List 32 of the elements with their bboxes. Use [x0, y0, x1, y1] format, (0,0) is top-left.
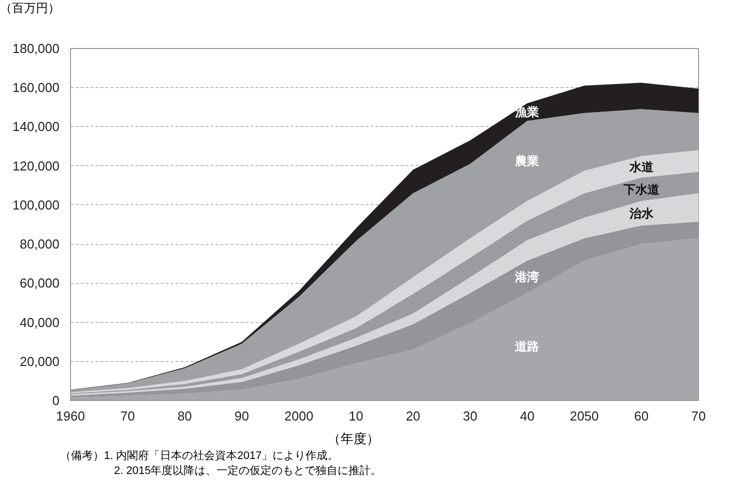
y-tick-label: 20,000: [20, 354, 60, 369]
y-tick-label: 60,000: [20, 276, 60, 291]
text: 2. 2015年度以降は、一定の仮定のもとで独自に推計。: [113, 464, 382, 480]
series-label: 下水道: [622, 182, 660, 196]
x-tick-label: 70: [120, 408, 135, 424]
y-tick-label: 100,000: [12, 197, 60, 212]
y-tick-label: 180,000: [12, 41, 60, 56]
x-tick-label: 20: [406, 408, 420, 424]
x-tick-label: 60: [634, 408, 649, 424]
text: （備考）1. 内閣府「日本の社会資本2017」により作成。: [59, 448, 340, 464]
x-tick-label: 70: [691, 408, 706, 424]
x-tick-label: 2000: [284, 408, 314, 424]
x-tick-label: 30: [462, 408, 478, 424]
y-tick-label: 120,000: [12, 158, 60, 174]
series-label: 農業: [514, 154, 540, 168]
y-tick-label: 140,000: [12, 119, 60, 134]
series-label: 道路: [514, 340, 540, 354]
x-axis-title: （年度）: [326, 430, 381, 448]
y-tick-label: 40,000: [20, 314, 60, 330]
x-tick-label: 2050: [570, 408, 599, 424]
series-label: 水道: [628, 160, 654, 174]
y-tick-label: 80,000: [20, 236, 60, 252]
x-tick-label: 90: [234, 408, 250, 424]
y-tick-label: 0: [52, 393, 60, 408]
x-tick-label: 10: [348, 408, 364, 424]
x-tick-label: 40: [520, 408, 534, 424]
y-tick-label: 160,000: [12, 80, 60, 96]
x-tick-label: 1960: [56, 408, 85, 424]
x-tick-label: 80: [177, 408, 192, 424]
series-label: 港湾: [514, 270, 540, 284]
series-label: 治水: [628, 206, 654, 220]
y-axis-title: （百万円）: [0, 0, 60, 17]
